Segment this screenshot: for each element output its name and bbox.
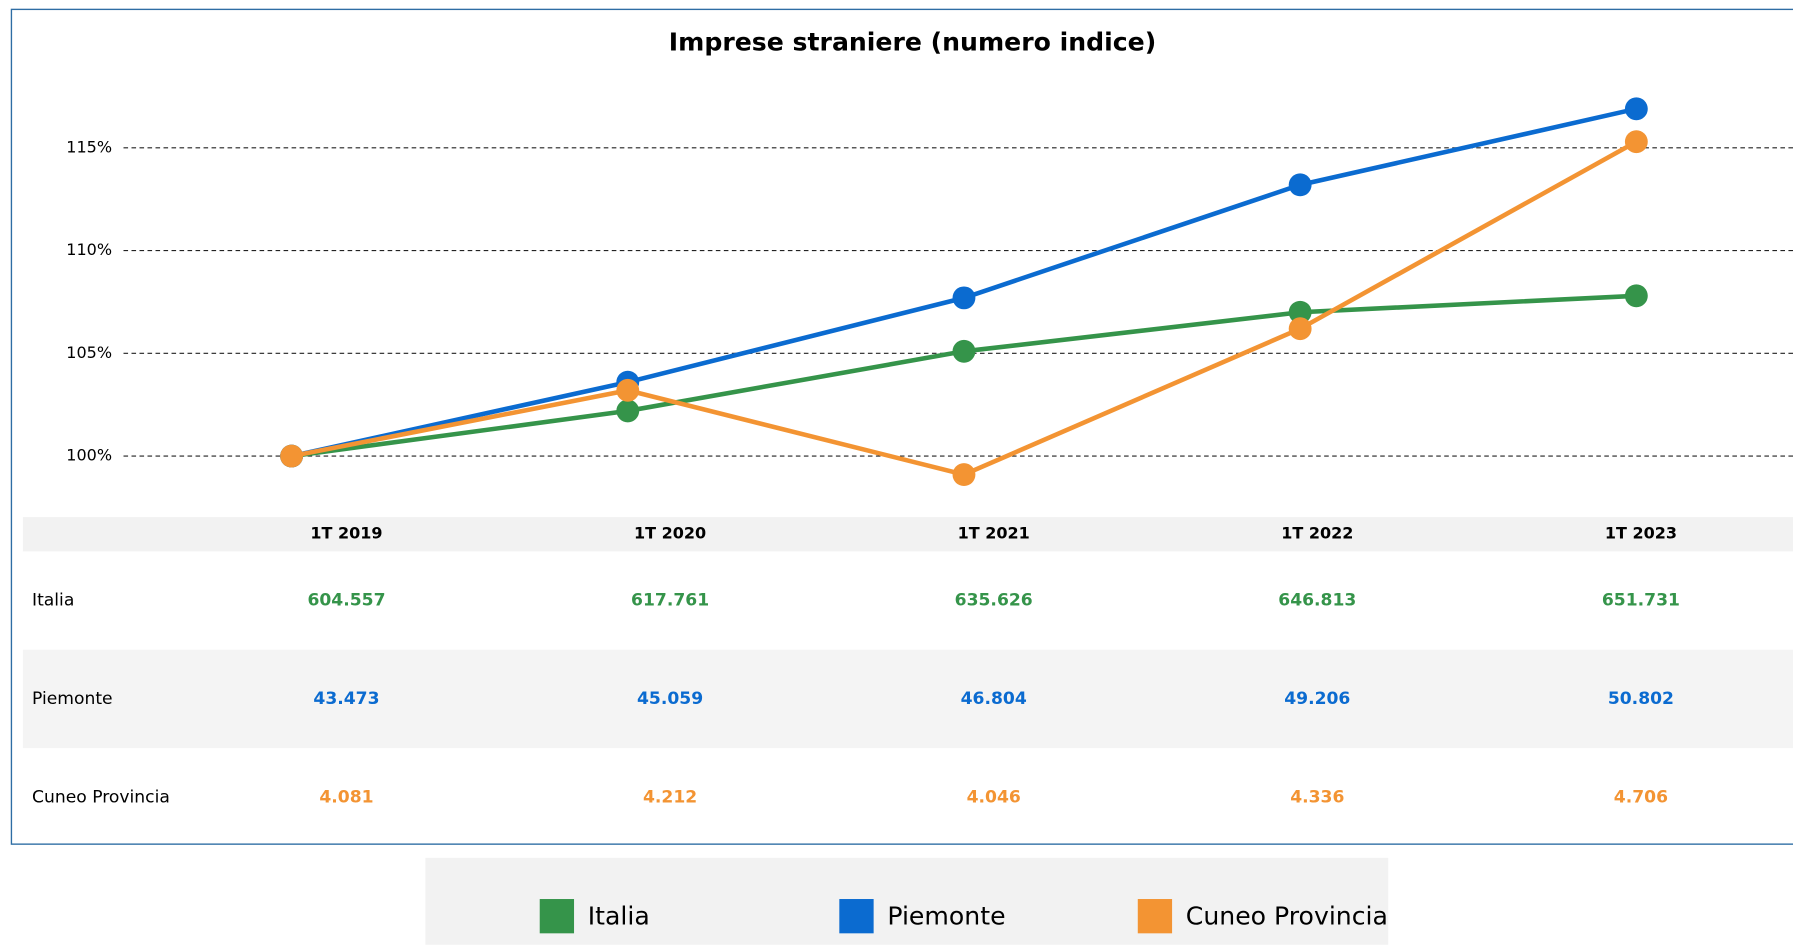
marker — [952, 339, 976, 363]
table-cell: 604.557 — [307, 591, 385, 611]
marker — [1624, 97, 1648, 121]
table-header: 1T 2022 — [1281, 524, 1353, 543]
table-header: 1T 2019 — [310, 524, 382, 543]
table-cell: 4.081 — [319, 787, 373, 807]
y-tick-label: 100% — [66, 446, 112, 465]
table-cell: 45.059 — [637, 689, 703, 709]
marker — [1288, 173, 1312, 197]
table-cell: 635.626 — [955, 591, 1033, 611]
table-cell: 46.804 — [961, 689, 1027, 709]
marker — [616, 378, 640, 402]
table-row-bg — [22, 649, 1793, 749]
legend-label: Cuneo Provincia — [1186, 901, 1388, 930]
marker — [1624, 130, 1648, 154]
marker — [952, 286, 976, 310]
row-label: Piemonte — [32, 689, 113, 709]
y-tick-label: 110% — [66, 240, 112, 259]
table-cell: 4.706 — [1614, 787, 1668, 807]
table-cell: 4.336 — [1290, 787, 1344, 807]
legend-bg — [425, 857, 1389, 945]
table-cell: 4.212 — [643, 787, 697, 807]
y-tick-label: 105% — [66, 343, 112, 362]
plot-area — [22, 75, 1793, 504]
chart-title: Imprese straniere (numero indice) — [669, 28, 1156, 57]
table-header: 1T 2021 — [958, 524, 1030, 543]
legend-label: Italia — [588, 901, 650, 930]
legend-swatch — [539, 899, 575, 934]
legend-swatch — [839, 899, 874, 934]
table-cell: 646.813 — [1278, 591, 1356, 611]
marker — [952, 463, 976, 487]
marker — [616, 399, 640, 423]
table-cell: 651.731 — [1602, 591, 1680, 611]
table-cell: 50.802 — [1608, 689, 1674, 709]
legend-label: Piemonte — [887, 901, 1005, 930]
table-cell: 4.046 — [967, 787, 1021, 807]
table-cell: 49.206 — [1284, 689, 1350, 709]
table-header-bg — [22, 517, 1793, 552]
marker — [1288, 317, 1312, 341]
marker — [1288, 300, 1312, 324]
legend-swatch — [1137, 899, 1173, 934]
row-label: Cuneo Provincia — [32, 787, 170, 807]
marker — [280, 444, 304, 468]
table-header: 1T 2020 — [634, 524, 706, 543]
y-tick-label: 115% — [66, 137, 112, 156]
row-label: Italia — [32, 591, 74, 611]
marker — [1624, 284, 1648, 308]
table-cell: 617.761 — [631, 591, 709, 611]
table-cell: 43.473 — [313, 689, 379, 709]
table-header: 1T 2023 — [1605, 524, 1677, 543]
